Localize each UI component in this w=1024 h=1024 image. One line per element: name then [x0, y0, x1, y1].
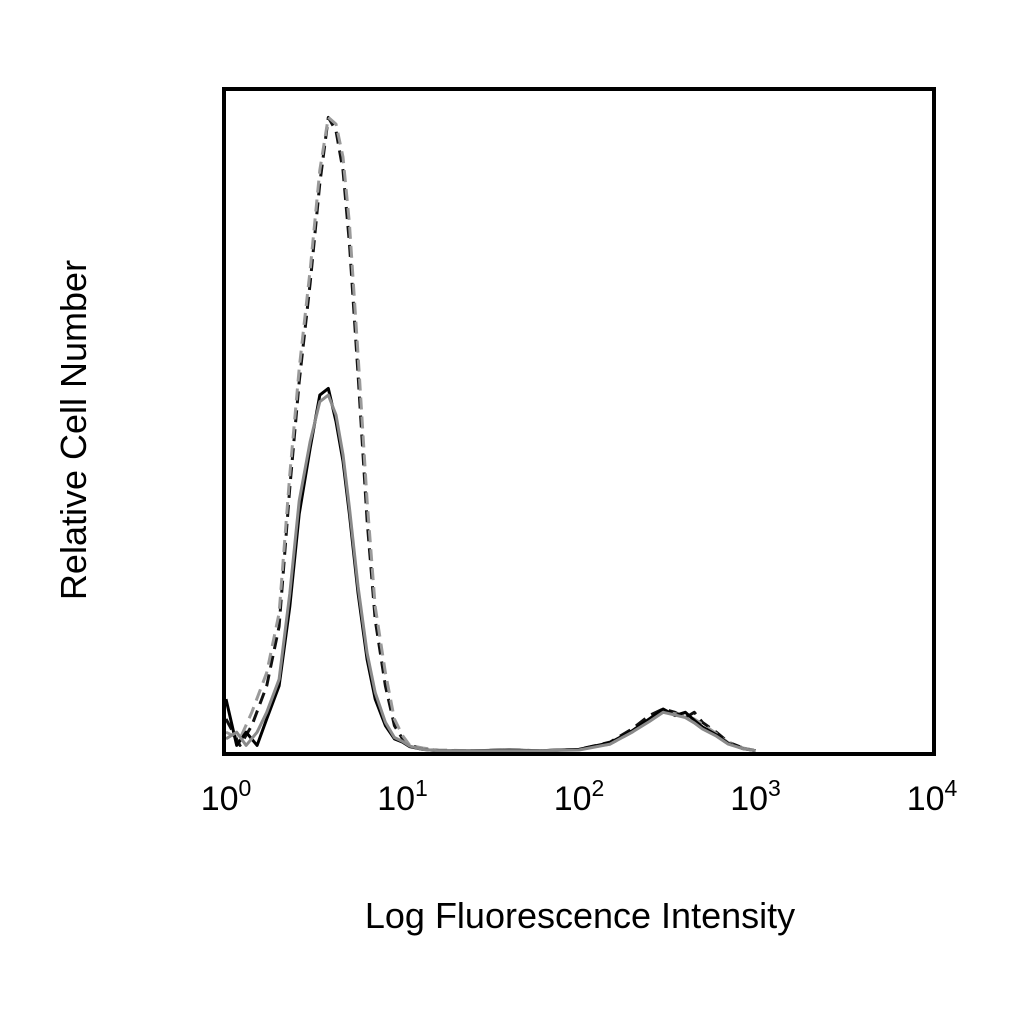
x-tick-labels: 100 101 102 103 104 [201, 775, 958, 818]
x-tick-label: 100 [201, 775, 252, 818]
plot-frame [222, 87, 936, 756]
x-tick-label: 102 [554, 775, 605, 818]
histogram-series-dashed-black [224, 115, 756, 753]
y-axis-label: Relative Cell Number [53, 260, 94, 600]
x-tick-label: 103 [730, 775, 781, 818]
x-tick-label: 104 [907, 775, 958, 818]
series-layer [224, 115, 756, 753]
histogram-series-solid-black [224, 386, 756, 753]
x-axis-label: Log Fluorescence Intensity [365, 895, 795, 936]
histogram-series-solid-gray [225, 393, 756, 753]
x-tick-label: 101 [377, 775, 428, 818]
histogram-series-dashed-gray [225, 115, 756, 753]
